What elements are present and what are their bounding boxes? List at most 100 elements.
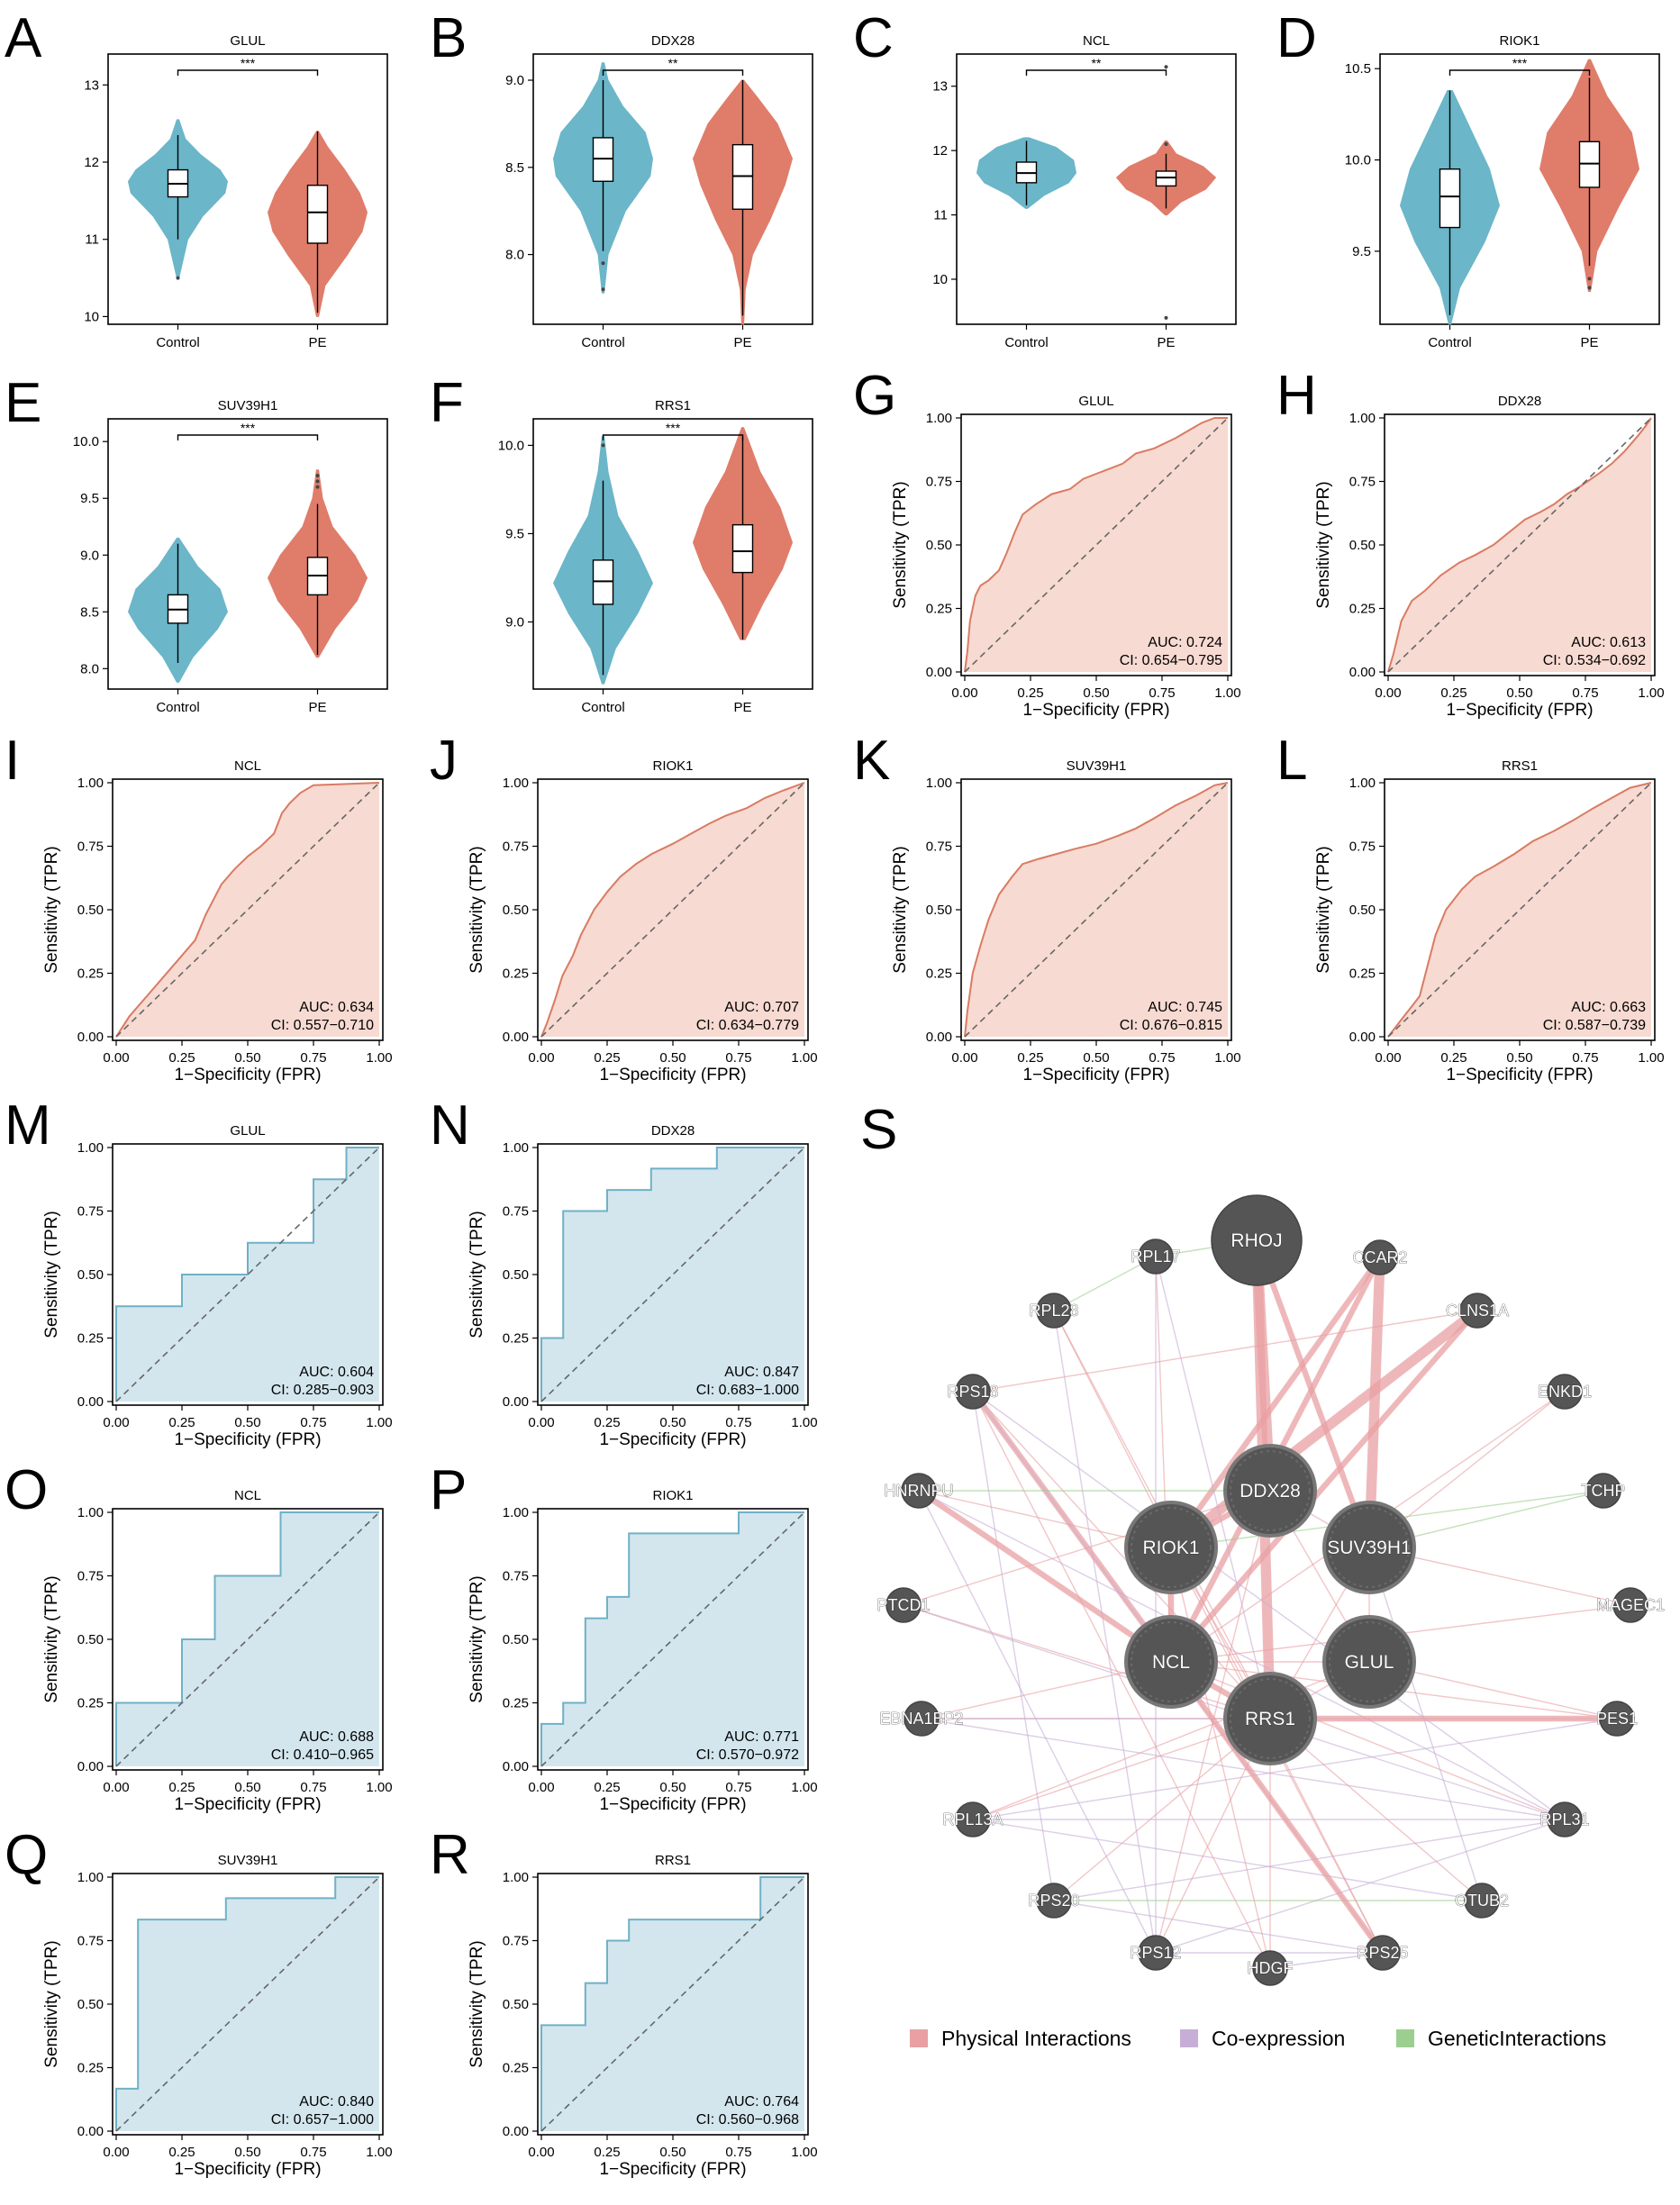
- network-edge-physical: [1170, 1547, 1271, 1969]
- network-edge-physical: [903, 1604, 1271, 1720]
- x-tick-label: 0.75: [725, 2145, 751, 2160]
- x-axis-label: 1−Specificity (FPR): [174, 1430, 321, 1449]
- plot-frame: [1379, 53, 1660, 325]
- box: [1439, 168, 1461, 229]
- outlier-point: [315, 474, 320, 478]
- significance-label: ***: [241, 421, 256, 435]
- diagonal-reference: [115, 1511, 380, 1767]
- outlier-point: [1164, 315, 1168, 320]
- node-circle: [1223, 1444, 1317, 1538]
- node-glul: GLUL: [1322, 1615, 1416, 1709]
- y-axis-label: Sensitivity (TPR): [42, 846, 61, 973]
- y-tick-label: 0.00: [1349, 665, 1376, 680]
- y-tick-label: 0.00: [77, 1759, 104, 1774]
- plot-frame: [107, 53, 388, 325]
- roc-panel-N: N DDX28 0.00 0.00 0.25 0.25 0.50 0.50 0.75 0.75 1.…: [430, 1094, 818, 1449]
- x-tick-label: 1.00: [1214, 1050, 1240, 1066]
- panel-letter: H: [1276, 365, 1317, 427]
- node-circle: [885, 1587, 922, 1623]
- network-edge-genetic: [1053, 1256, 1157, 1311]
- node-circle: [955, 1374, 991, 1410]
- node-label: RRS1: [1245, 1709, 1295, 1729]
- panel-letter: J: [430, 730, 458, 792]
- outlier-point: [1164, 65, 1168, 69]
- x-tick-label: PE: [1157, 335, 1175, 350]
- node-label: PES1: [1596, 1710, 1638, 1728]
- diagonal-reference: [540, 782, 805, 1038]
- node-circle: [955, 1801, 991, 1838]
- outlier-point: [1587, 286, 1592, 290]
- plot-title: DDX28: [1498, 394, 1541, 409]
- node-label: OTUB2: [1455, 1892, 1509, 1910]
- y-tick-label: 0.25: [77, 966, 104, 982]
- y-tick-label: 1.00: [503, 1140, 529, 1156]
- x-tick-label: 0.75: [300, 1780, 326, 1795]
- outlier-point: [315, 485, 320, 489]
- y-tick-label: 0.50: [503, 1997, 529, 2012]
- y-tick-label: 9.5: [505, 526, 524, 541]
- x-tick-label: 1.00: [366, 1415, 392, 1430]
- y-tick-label: 0.00: [77, 2124, 104, 2139]
- network-edge-coexp: [972, 1391, 1566, 1820]
- y-tick-label: 10.0: [1345, 153, 1371, 168]
- roc-panel-P: P RIOK1 0.00 0.00 0.25 0.25 0.50 0.50 0.75 0.75 1.…: [430, 1459, 818, 1814]
- y-tick-label: 0.50: [77, 1267, 104, 1283]
- node-hatch: [1230, 1678, 1311, 1759]
- y-tick-label: 0.25: [503, 1331, 529, 1347]
- y-tick-label: 0.00: [926, 665, 952, 680]
- network-edge-coexp: [921, 1718, 1566, 1820]
- plot-frame: [532, 418, 813, 690]
- y-tick-label: 0.50: [926, 538, 952, 553]
- y-tick-label: 0.00: [77, 1394, 104, 1410]
- x-tick-label: 0.50: [234, 1050, 260, 1066]
- y-tick-label: 0.75: [503, 1204, 529, 1220]
- node-circle: [1138, 1239, 1174, 1275]
- node-rps20: RPS20: [1028, 1883, 1080, 1919]
- x-axis-label: 1−Specificity (FPR): [1446, 701, 1593, 720]
- roc-panel-I: I NCL 0.00 0.00 0.25 0.25 0.50 0.50 0.75 0.75 1.00…: [5, 730, 393, 1084]
- network-edge-physical: [1168, 1660, 1385, 1955]
- node-otub2: OTUB2: [1455, 1883, 1509, 1919]
- node-circle: [1124, 1501, 1218, 1594]
- node-label: MAGEC1: [1596, 1596, 1665, 1614]
- node-label: SUV39H1: [1327, 1538, 1411, 1558]
- node-ebna1bp2: EBNA1BP2: [879, 1701, 964, 1737]
- node-suv39h1: SUV39H1: [1322, 1501, 1416, 1594]
- auc-label: AUC: 0.688: [299, 1729, 374, 1745]
- node-rpl28: RPL28: [1029, 1293, 1079, 1329]
- panel-letter: C: [853, 7, 894, 69]
- x-tick-label: 0.50: [1083, 1050, 1109, 1066]
- roc-curve: [1387, 782, 1652, 1038]
- ci-label: CI: 0.534−0.692: [1543, 653, 1646, 668]
- x-axis-label: 1−Specificity (FPR): [599, 1066, 746, 1084]
- x-tick-label: 0.00: [951, 685, 977, 701]
- x-tick-label: 0.50: [1506, 685, 1532, 701]
- panel-letter: B: [430, 7, 467, 69]
- node-magec1: MAGEC1: [1596, 1587, 1665, 1623]
- y-tick-label: 8.0: [505, 248, 524, 263]
- y-tick-label: 1.00: [1349, 411, 1376, 426]
- x-tick-label: 0.75: [300, 1050, 326, 1066]
- network-edge-physical: [972, 1310, 1478, 1393]
- node-rpl17: RPL17: [1131, 1239, 1181, 1275]
- network-edge-coexp: [972, 1391, 1055, 1901]
- x-axis-label: 1−Specificity (FPR): [174, 1066, 321, 1084]
- node-ptcd1: PTCD1: [876, 1587, 931, 1623]
- x-tick-label: 0.00: [1375, 1050, 1401, 1066]
- network-edge-coexp: [918, 1490, 1566, 1820]
- node-label: RPL31: [1539, 1810, 1589, 1828]
- node-label: DDX28: [1240, 1481, 1301, 1502]
- panel-letter: G: [853, 365, 896, 427]
- node-ccar2: CCAR2: [1352, 1239, 1408, 1275]
- plot-title: SUV39H1: [218, 398, 278, 413]
- y-tick-label: 9.0: [80, 548, 99, 563]
- plot-title: SUV39H1: [1067, 758, 1127, 774]
- network-edge-physical: [1053, 1310, 1384, 1954]
- roc-panel-L: L RRS1 0.00 0.00 0.25 0.25 0.50 0.50 0.75 0.75 1.0…: [1276, 730, 1665, 1084]
- panel-letter: S: [860, 1099, 897, 1161]
- x-tick-label: 0.00: [528, 1780, 554, 1795]
- network-edge-coexp: [1269, 1952, 1384, 1969]
- network-edge-coexp: [972, 1718, 1618, 1820]
- x-tick-label: 0.75: [1149, 1050, 1175, 1066]
- outlier-point: [601, 261, 605, 266]
